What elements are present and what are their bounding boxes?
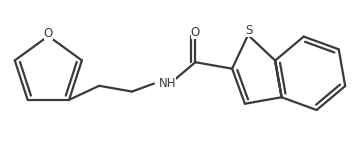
Text: NH: NH [159,77,176,90]
Text: S: S [245,24,253,37]
Text: O: O [44,27,53,39]
Text: O: O [191,26,200,39]
